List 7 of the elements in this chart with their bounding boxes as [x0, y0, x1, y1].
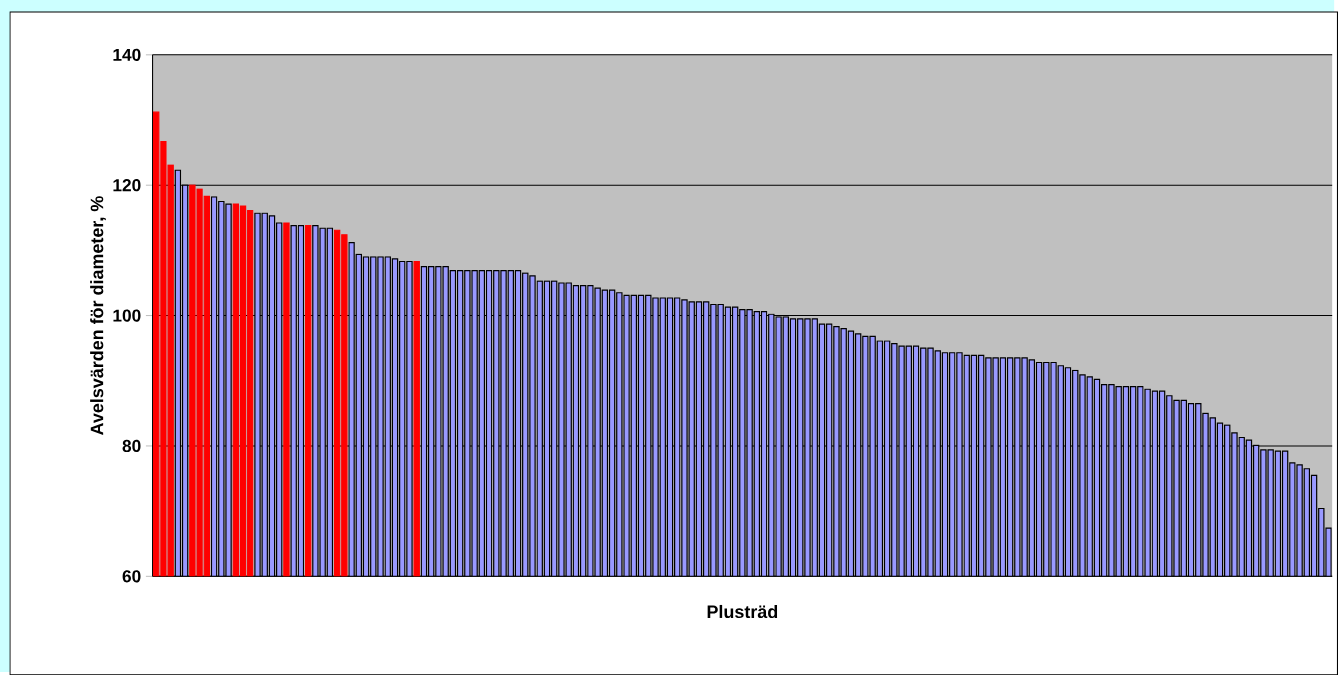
y-tick-label: 60: [122, 570, 141, 583]
y-tick-label: 120: [113, 178, 141, 192]
y-tick-label: 80: [122, 439, 141, 452]
x-axis-title: Plusträd: [707, 604, 778, 619]
y-axis-title: Avelsvärden för diameter, %: [90, 196, 106, 435]
y-tick-label: 140: [113, 48, 141, 61]
y-tick-label: 100: [113, 309, 141, 322]
